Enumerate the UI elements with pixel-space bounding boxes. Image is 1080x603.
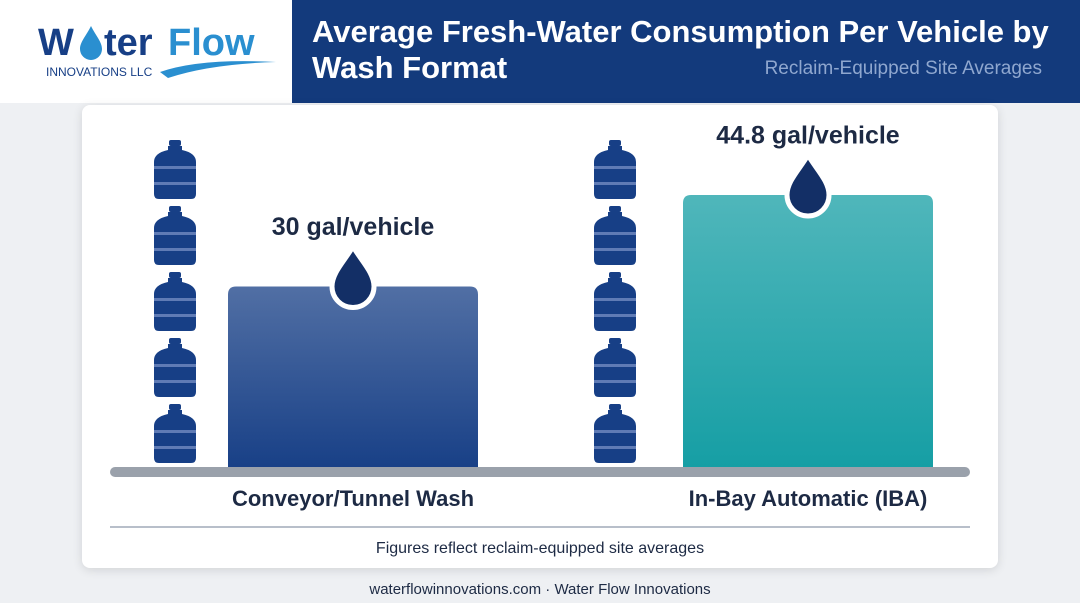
x-tick-label: In-Bay Automatic (IBA) bbox=[689, 486, 928, 511]
logo-flow: Flow bbox=[168, 22, 255, 64]
drop-icon bbox=[784, 149, 832, 219]
logo-w: W bbox=[38, 22, 74, 64]
value-label: 30 gal/vehicle bbox=[272, 213, 435, 241]
value-label: 44.8 gal/vehicle bbox=[716, 122, 900, 150]
bar bbox=[683, 195, 933, 472]
bar bbox=[228, 286, 478, 472]
chart-subtitle: Reclaim-Equipped Site Averages bbox=[764, 58, 1042, 79]
header: Average Fresh-Water Consumption Per Vehi… bbox=[292, 0, 1080, 103]
logo: W ter Flow INNOVATIONS LLC bbox=[0, 0, 292, 103]
chart-note: Figures reflect reclaim-equipped site av… bbox=[376, 540, 704, 557]
logo-wave bbox=[160, 61, 276, 78]
logo-drop bbox=[80, 26, 102, 60]
logo-ter: ter bbox=[104, 22, 153, 64]
x-tick-label: Conveyor/Tunnel Wash bbox=[232, 486, 474, 511]
drop-icon bbox=[329, 241, 377, 310]
chart-title: Average Fresh-Water Consumption Per Vehi… bbox=[312, 14, 1049, 85]
baseline bbox=[110, 467, 970, 477]
footer: waterflowinnovations.com · Water Flow In… bbox=[369, 581, 711, 598]
logo-tagline: INNOVATIONS LLC bbox=[46, 65, 153, 79]
